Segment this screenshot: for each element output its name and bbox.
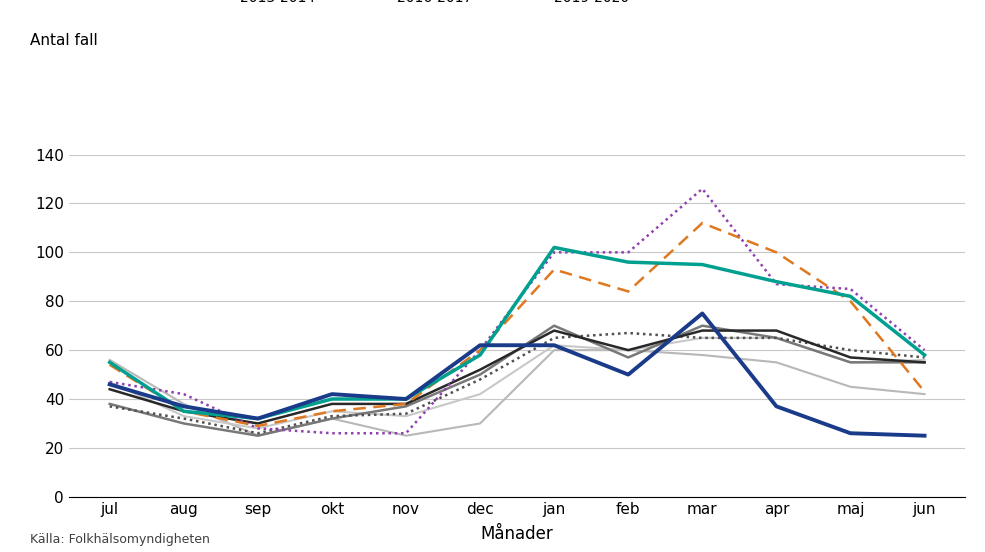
Text: Antal fall: Antal fall	[30, 33, 98, 48]
X-axis label: Månader: Månader	[481, 525, 554, 543]
Text: Källa: Folkhälsomyndigheten: Källa: Folkhälsomyndigheten	[30, 533, 210, 546]
Legend: 2011-2012, 2012-2013, 2013-2014, 2014-2015, 2015-2016, 2016-2017, 2017-2018, 201: 2011-2012, 2012-2013, 2013-2014, 2014-20…	[192, 0, 629, 5]
